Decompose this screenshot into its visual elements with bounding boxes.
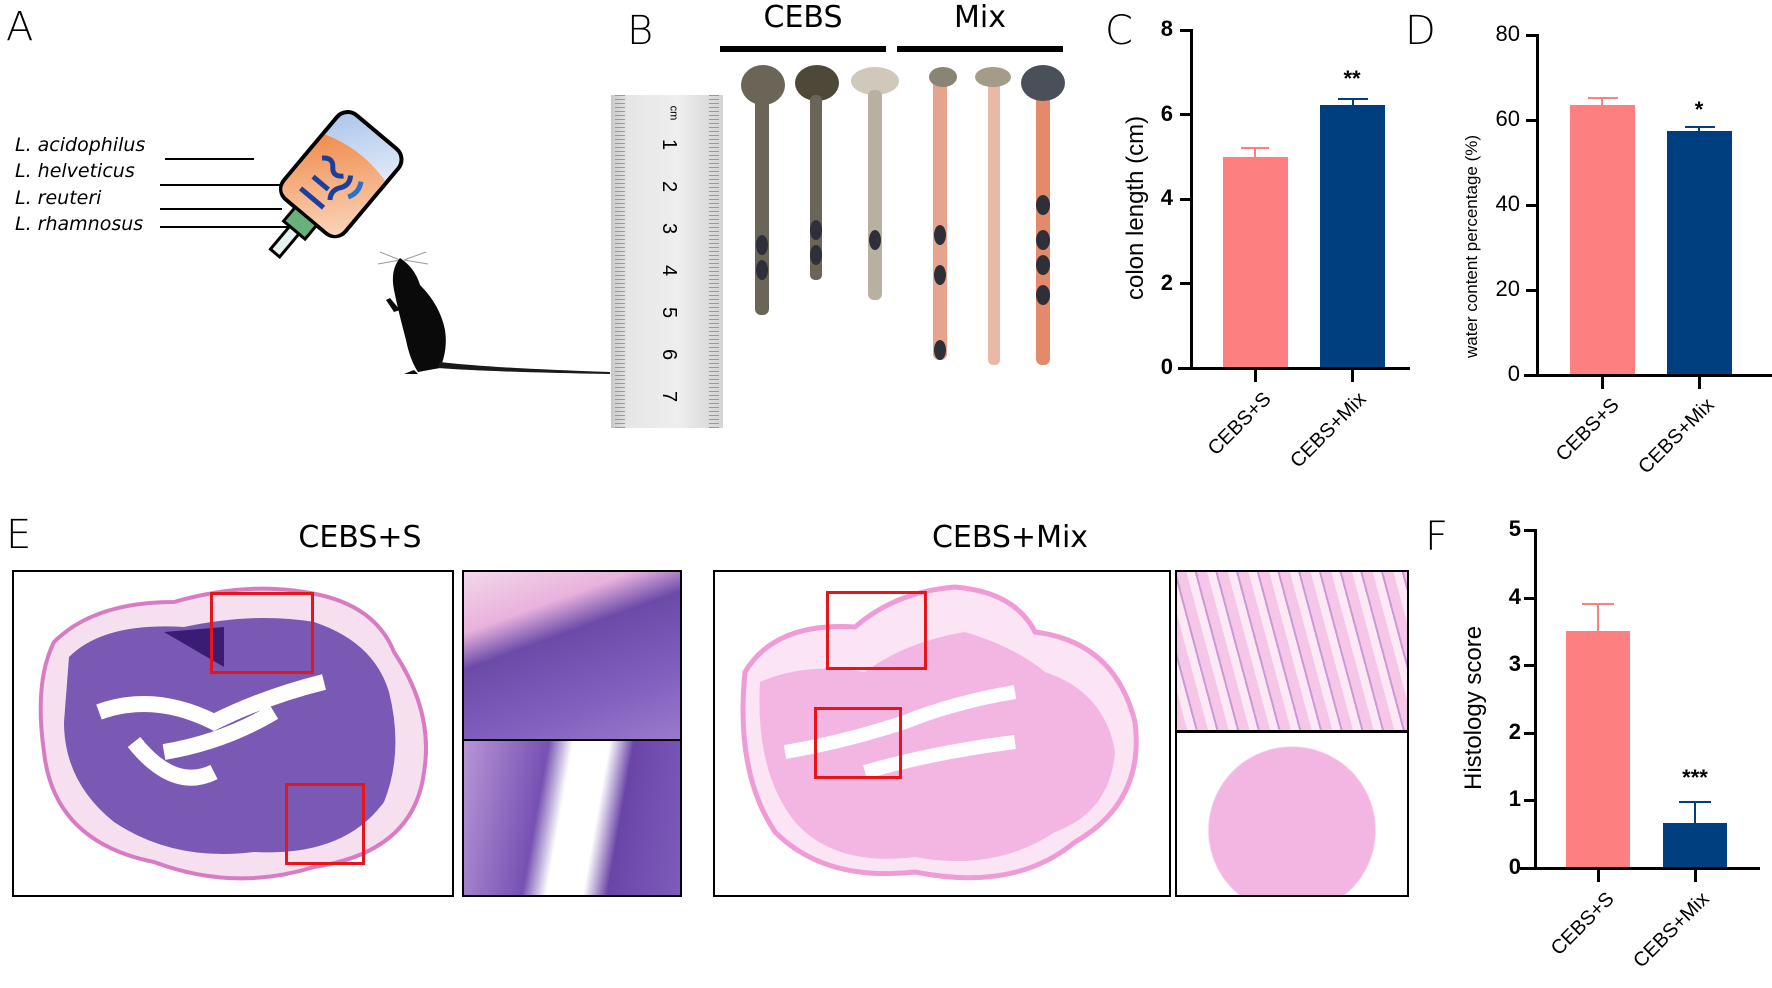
ruler-tick: 1 — [658, 138, 681, 151]
ruler-tick: 5 — [658, 306, 681, 319]
group-label-mix: Mix — [954, 0, 1006, 35]
y-tick: 20 — [1495, 276, 1520, 301]
histology-overview-cebs-mix — [713, 570, 1171, 897]
x-axis — [1520, 867, 1760, 870]
y-tick: 0 — [1508, 854, 1521, 879]
panel-letter-d: D — [1405, 8, 1436, 54]
y-tick: 40 — [1495, 191, 1520, 216]
colon-specimen-photos — [741, 65, 1065, 365]
zoom-region-box — [826, 591, 927, 670]
leader-line — [160, 226, 315, 228]
x-axis — [1524, 374, 1772, 377]
group-label-cebs-s: CEBS+S — [298, 520, 422, 555]
y-axis — [1534, 529, 1537, 870]
ruler-tick: 2 — [658, 180, 681, 193]
y-tick: 5 — [1508, 516, 1521, 541]
ruler-unit: cm — [667, 105, 680, 121]
panel-letter-f: F — [1425, 514, 1449, 560]
y-tick: 8 — [1160, 16, 1173, 41]
histology-overview-cebs-s — [12, 570, 454, 897]
bar-cebs-mix — [1663, 823, 1727, 867]
ruler-tick: 6 — [658, 348, 681, 361]
group-label-cebs-mix: CEBS+Mix — [931, 520, 1089, 555]
ruler-tick: 7 — [658, 390, 681, 403]
y-tick: 80 — [1495, 21, 1520, 46]
error-bar — [1679, 801, 1711, 803]
x-tick-label: CEBS+Mix — [1286, 388, 1371, 473]
significance-marker: *** — [1682, 765, 1708, 790]
error-bar — [1582, 603, 1614, 605]
group-label-cebs: CEBS — [763, 0, 843, 35]
y-axis-label: water content percentage (%) — [1462, 134, 1481, 358]
panel-letter-a: A — [6, 4, 34, 50]
leader-line — [160, 184, 290, 186]
species-label: L. reuteri — [15, 187, 102, 209]
probiotic-bottle-icon — [268, 110, 404, 260]
species-label: L. acidophilus — [15, 134, 146, 156]
y-axis-label: Histology score — [1460, 625, 1487, 790]
panel-letter-e: E — [6, 512, 32, 558]
bar-cebs-s — [1566, 631, 1630, 867]
y-axis — [1190, 29, 1193, 370]
significance-marker: * — [1694, 97, 1704, 122]
panel-letter-c: C — [1105, 8, 1133, 54]
zoom-region-box — [285, 783, 365, 865]
species-label: L. helveticus — [15, 160, 135, 182]
group-bar — [720, 46, 886, 52]
histology-inset-cebs-mix-bottom — [1175, 731, 1409, 897]
panel-letter-b: B — [627, 8, 654, 54]
bar-cebs-mix — [1667, 131, 1732, 374]
y-tick: 0 — [1507, 361, 1520, 386]
species-label: L. rhamnosus — [15, 213, 144, 235]
leader-line — [165, 158, 254, 160]
x-axis — [1178, 367, 1410, 370]
group-bar — [897, 46, 1063, 52]
mouse-icon — [377, 251, 610, 374]
ruler: cm 1 2 3 4 5 6 7 — [611, 95, 723, 428]
histology-inset-cebs-s-bottom — [462, 739, 682, 897]
bar-cebs-s — [1570, 105, 1635, 374]
x-tick-label: CEBS+S — [1546, 888, 1619, 960]
y-tick: 1 — [1508, 786, 1521, 811]
x-tick-label: CEBS+S — [1551, 394, 1624, 466]
zoom-region-box — [210, 592, 314, 674]
y-tick: 4 — [1160, 185, 1173, 210]
y-tick: 60 — [1495, 106, 1520, 131]
zoom-region-box — [814, 707, 902, 779]
error-bar — [1338, 98, 1368, 100]
ruler-tick: 3 — [658, 222, 681, 235]
y-tick: 0 — [1160, 354, 1173, 379]
significance-marker: ** — [1343, 66, 1361, 91]
bar-cebs-s — [1223, 157, 1288, 367]
y-tick: 2 — [1160, 270, 1173, 295]
x-tick-label: CEBS+Mix — [1629, 888, 1714, 973]
error-bar — [1685, 126, 1715, 128]
ruler-tick: 4 — [658, 264, 681, 277]
y-tick: 4 — [1508, 584, 1521, 609]
x-tick-label: CEBS+Mix — [1634, 394, 1719, 479]
error-bar — [1241, 147, 1269, 149]
bar-cebs-mix — [1320, 105, 1385, 367]
histology-inset-cebs-mix-top — [1175, 570, 1409, 732]
y-tick: 6 — [1160, 101, 1173, 126]
leader-line — [160, 208, 282, 210]
histology-inset-cebs-s-top — [462, 570, 682, 741]
error-bar — [1588, 97, 1618, 99]
x-tick-label: CEBS+S — [1203, 388, 1276, 460]
y-axis — [1536, 34, 1539, 377]
y-tick: 2 — [1508, 719, 1521, 744]
y-tick: 3 — [1508, 651, 1521, 676]
